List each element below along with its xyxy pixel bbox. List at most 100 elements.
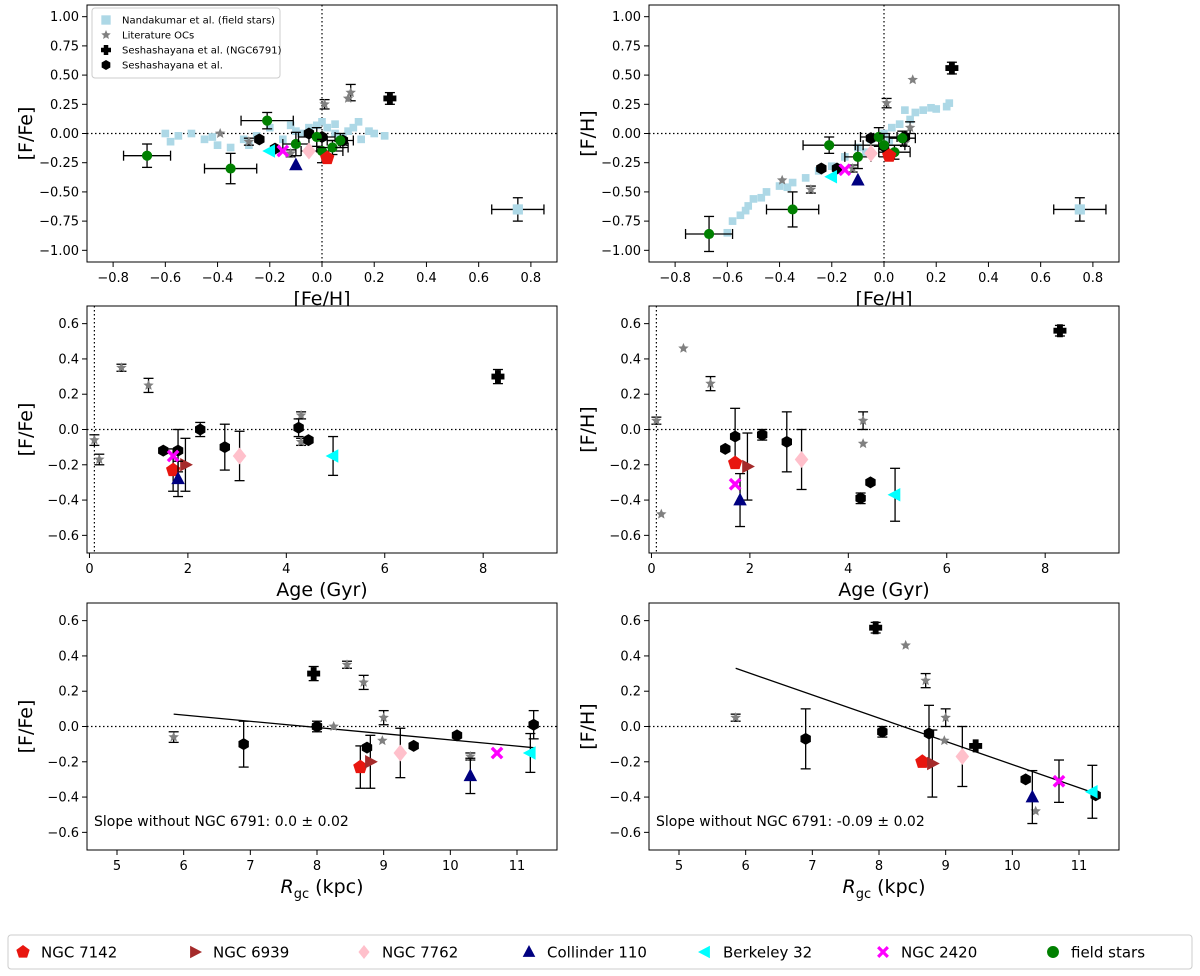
series-field-stars: [684, 127, 916, 253]
x-tick-label: −0.4: [202, 271, 234, 286]
data-point: [312, 121, 321, 130]
x-tick-label: 6: [180, 859, 188, 874]
data-point: [377, 735, 388, 746]
y-tick-label: −0.75: [39, 215, 79, 230]
x-tick-label: 0.0: [312, 271, 333, 286]
y-tick-label: −0.6: [609, 826, 641, 841]
data-point: [393, 744, 408, 762]
legend-label: NGC 7762: [382, 944, 458, 962]
data-point: [213, 141, 222, 150]
data-point: [290, 138, 301, 150]
y-tick-label: 0.50: [612, 69, 641, 84]
data-point: [158, 444, 169, 457]
plot-area: [648, 305, 1120, 554]
series-nandakumar-outlier: [491, 197, 545, 222]
data-point: [749, 195, 758, 203]
y-tick-label: −0.6: [47, 826, 79, 841]
data-point: [353, 759, 368, 774]
y-axis-label: [F/H]: [577, 703, 599, 749]
data-point: [788, 178, 797, 187]
series-ngc-6939: [927, 729, 940, 798]
data-point: [378, 712, 389, 723]
data-point: [297, 129, 305, 138]
series-ngc-7142: [320, 150, 335, 165]
x-tick-label: 7: [246, 859, 254, 874]
x-tick-label: 0.6: [1030, 271, 1051, 286]
series-berkeley-32: [887, 467, 901, 522]
data-point: [733, 492, 747, 506]
x-axis-label: Rgc (kpc): [281, 876, 364, 902]
data-point: [1020, 773, 1031, 786]
data-point: [855, 492, 866, 505]
data-point: [307, 667, 321, 681]
panels-group: −0.8 −0.6 −0.4 −0.2 0.0 0.2 0.4 0.6 0.8 −1.00 −0.7…: [15, 4, 1120, 902]
data-point: [927, 103, 935, 112]
data-point: [328, 721, 339, 731]
data-point: [727, 455, 743, 470]
x-tick-label: 5: [113, 859, 121, 874]
legend-label: field stars: [1071, 944, 1145, 962]
series-berkeley-32: [325, 435, 339, 477]
data-point: [1025, 789, 1040, 803]
series-ngc-7762: [393, 727, 408, 779]
y-tick-label: 0.6: [58, 614, 79, 629]
data-point: [265, 123, 274, 132]
legend-marker-berkeley-32: [698, 945, 710, 959]
data-point: [463, 768, 478, 782]
data-point: [1052, 774, 1066, 788]
chart-panel-d: 0 2 4 6 8 −0.6 −0.4 −0.2 0.0 0.2 0.4 0.6 Age (Gyr) [F…: [577, 305, 1120, 601]
x-tick-label: 4: [282, 562, 290, 577]
x-tick-label: −0.4: [764, 271, 796, 286]
x-axis-label: [Fe/H]: [293, 288, 350, 310]
series-ngc-7762: [864, 144, 878, 162]
y-tick-label: −0.25: [39, 156, 79, 171]
legend-label: Seshashayana et al.: [122, 61, 223, 72]
x-tick-label: −0.2: [816, 271, 848, 286]
x-tick-label: 0.2: [926, 271, 947, 286]
x-tick-label: 0.4: [978, 271, 999, 286]
data-point: [171, 471, 185, 485]
y-tick-label: 0.0: [620, 423, 641, 438]
y-axis-label: [F/Fe]: [15, 700, 37, 754]
x-tick-label: −0.2: [254, 271, 286, 286]
data-point: [276, 144, 290, 158]
data-point: [331, 120, 339, 128]
data-point: [801, 174, 810, 182]
bottom-legend: NGC 7142 NGC 6939 NGC 7762 Collinder 110 Ber…: [7, 934, 1193, 970]
chart-panel-f: 5 6 7 8 9 10 11 −0.6 −0.4 −0.2 0.0 0.2 0.4 0.6 Rgc (kp…: [577, 602, 1120, 902]
series-berkeley-32: [1084, 764, 1098, 819]
data-point: [838, 163, 852, 177]
data-point: [728, 217, 737, 225]
y-tick-label: 0.4: [620, 649, 641, 664]
x-axis-label: Age (Gyr): [276, 579, 367, 601]
data-point: [741, 206, 750, 215]
series-seshashayana-et-al-ngc6791: [491, 368, 505, 385]
series-collinder-110: [171, 460, 185, 498]
y-tick-label: 0.75: [612, 39, 641, 54]
x-tick-label: 0: [647, 562, 655, 577]
data-point: [239, 135, 248, 144]
legend-marker-collinder-110: [522, 945, 536, 957]
series-ngc-2420: [490, 746, 504, 760]
legend-label: Seshashayana et al. (NGC6791): [122, 46, 282, 57]
data-point: [720, 442, 731, 455]
y-tick-label: −0.4: [609, 791, 641, 806]
data-point: [89, 434, 100, 445]
series-ngc-7142: [353, 745, 368, 789]
legend-label: Collinder 110: [547, 944, 647, 962]
series-ngc-7142: [165, 448, 181, 492]
data-point: [370, 129, 379, 138]
x-tick-label: 11: [509, 859, 526, 874]
y-tick-label: 0.6: [620, 317, 641, 332]
y-tick-label: 0.0: [58, 720, 79, 735]
series-ngc-7762: [232, 430, 247, 482]
y-tick-label: 0.2: [620, 685, 641, 700]
data-point: [320, 150, 335, 165]
y-tick-label: −0.2: [47, 458, 79, 473]
data-point: [318, 117, 326, 126]
series-collinder-110: [851, 172, 865, 186]
data-point: [238, 738, 249, 751]
data-point: [656, 508, 667, 519]
series-ngc-7142: [915, 754, 930, 768]
